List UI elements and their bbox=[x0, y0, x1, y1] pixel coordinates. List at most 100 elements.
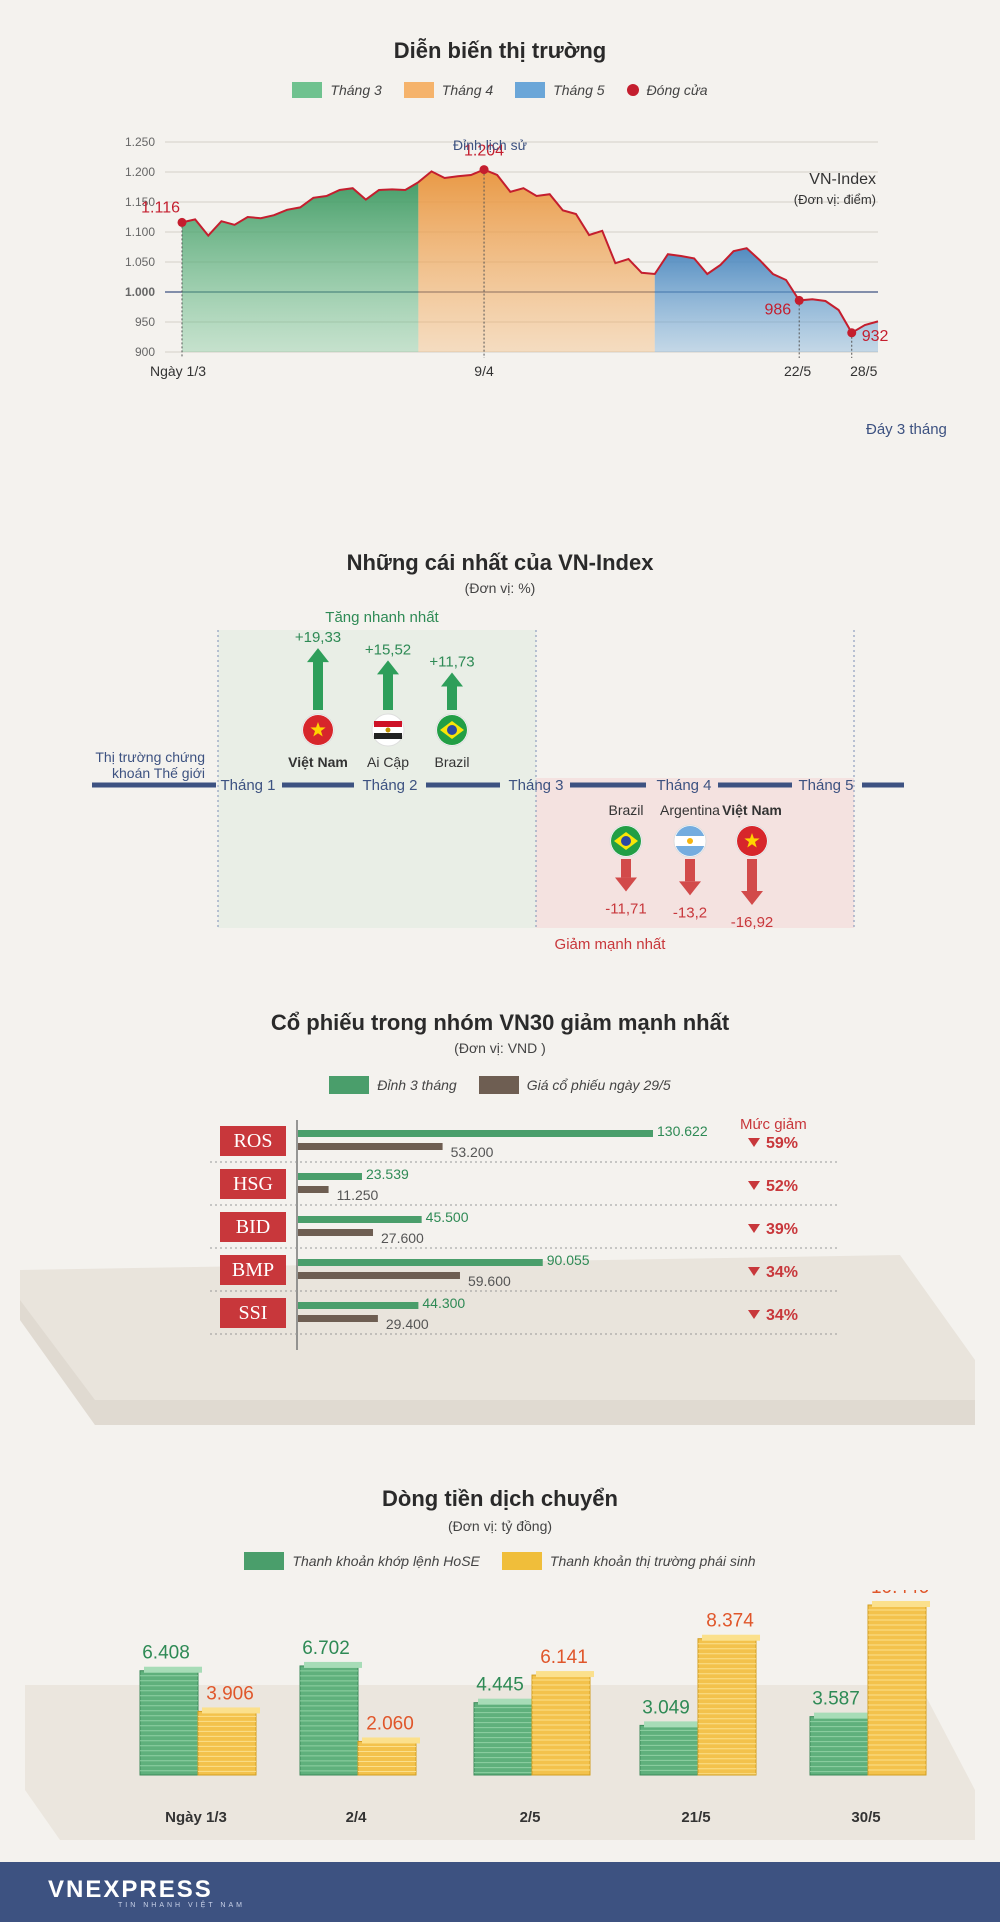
hose-bar-top bbox=[644, 1721, 702, 1728]
derivatives-bar bbox=[357, 1740, 417, 1776]
ticker-badge: HSG bbox=[220, 1169, 286, 1199]
ticker-badge: SSI bbox=[220, 1298, 286, 1328]
price-bar bbox=[298, 1229, 374, 1236]
y-tick-label: 1.250 bbox=[125, 135, 155, 149]
peak-bar bbox=[298, 1216, 422, 1223]
hose-bar-top bbox=[144, 1666, 202, 1673]
peak-value: 130.622 bbox=[657, 1123, 708, 1139]
down-country: Argentina bbox=[660, 802, 720, 818]
decline-value: 52% bbox=[766, 1178, 798, 1195]
derivatives-value: 10.446 bbox=[871, 1590, 929, 1598]
month-label: Tháng 1 bbox=[220, 777, 275, 794]
flag-stripe bbox=[374, 721, 402, 727]
decline-icon bbox=[748, 1181, 760, 1190]
decline-icon bbox=[748, 1224, 760, 1233]
derivatives-value: 3.906 bbox=[206, 1683, 254, 1704]
legend-item-march: Tháng 3 bbox=[292, 82, 382, 98]
flag-star bbox=[310, 722, 326, 737]
section2-title: Những cái nhất của VN-Index bbox=[346, 550, 654, 575]
decline-header: Mức giảm bbox=[740, 1116, 807, 1133]
hose-value: 3.587 bbox=[812, 1689, 860, 1710]
y-tick-label: 1.100 bbox=[125, 225, 155, 239]
timeline-label-line1: Thị trường chứng bbox=[95, 749, 205, 765]
up-value: +15,52 bbox=[365, 641, 411, 658]
hose-value: 6.702 bbox=[302, 1638, 350, 1659]
section2-unit: (Đơn vị: %) bbox=[464, 580, 536, 596]
date-label: 30/5 bbox=[851, 1809, 880, 1826]
vnexpress-logo[interactable]: VNEXPRESS bbox=[48, 1876, 213, 1903]
ticker-badge: BMP bbox=[220, 1255, 286, 1285]
down-title: Giảm mạnh nhất bbox=[555, 936, 667, 953]
area-tháng-4 bbox=[418, 169, 655, 352]
hose-bar-top bbox=[814, 1712, 872, 1719]
up-arrow-shaft bbox=[313, 660, 323, 710]
down-country: Brazil bbox=[608, 802, 643, 818]
down-country: Việt Nam bbox=[722, 802, 782, 818]
annotation-label: 932 bbox=[862, 328, 889, 345]
x-tick-label: Ngày 1/3 bbox=[150, 363, 206, 379]
area-tháng-5 bbox=[654, 248, 878, 352]
section1-title: Diễn biến thị trường bbox=[393, 38, 607, 63]
peak-bar bbox=[298, 1173, 362, 1180]
peak-value: 45.500 bbox=[426, 1209, 469, 1225]
down-arrow-shaft bbox=[685, 859, 695, 882]
cash-flow-chart: 6.408 3.906 Ngày 1/3 6.702 2.060 2/4 4.445 6.14… bbox=[25, 1590, 975, 1840]
section3-unit: (Đơn vị: VND ) bbox=[454, 1040, 546, 1056]
annotation-label: 1.116 bbox=[141, 199, 180, 216]
price-bar bbox=[298, 1143, 443, 1150]
x-tick-label: 22/5 bbox=[784, 363, 811, 379]
derivatives-value: 8.374 bbox=[706, 1611, 754, 1632]
section3-platform bbox=[20, 1255, 975, 1425]
series-label: VN-Index bbox=[809, 171, 876, 188]
close-point bbox=[794, 295, 804, 305]
date-label: 21/5 bbox=[681, 1809, 710, 1826]
up-arrow-shaft bbox=[383, 672, 393, 710]
up-country: Brazil bbox=[434, 754, 469, 770]
flag-emblem bbox=[385, 727, 391, 733]
bottom-label: Đáy 3 tháng bbox=[866, 421, 947, 438]
price-value: 11.250 bbox=[337, 1187, 379, 1203]
month-label: Tháng 4 bbox=[656, 777, 711, 794]
decline-icon bbox=[748, 1267, 760, 1276]
flag-stripe bbox=[374, 733, 402, 739]
derivatives-bar-top bbox=[536, 1671, 594, 1678]
section3-legend: Đỉnh 3 tháng Giá cổ phiếu ngày 29/5 bbox=[0, 1076, 1000, 1094]
hose-bar-top bbox=[304, 1661, 362, 1668]
hose-value: 6.408 bbox=[142, 1643, 190, 1664]
section3-title: Cổ phiếu trong nhóm VN30 giảm mạnh nhất bbox=[270, 1010, 730, 1035]
up-country: Ai Cập bbox=[367, 754, 409, 770]
derivatives-bar-top bbox=[362, 1737, 420, 1744]
peak-bar bbox=[298, 1259, 543, 1266]
section1-legend: Tháng 3 Tháng 4 Tháng 5 Đóng cửa bbox=[0, 82, 1000, 98]
derivatives-value: 2.060 bbox=[366, 1713, 414, 1734]
vn30-bar-chart: 130.622 53.200 59% 23.539 11.250 52% 45.50027.… bbox=[210, 1120, 840, 1350]
up-country: Việt Nam bbox=[288, 754, 348, 770]
y-tick-label: 950 bbox=[135, 315, 155, 329]
price-value: 53.200 bbox=[451, 1144, 494, 1160]
month-label: Tháng 3 bbox=[508, 777, 563, 794]
unit-label: (Đơn vị: điểm) bbox=[794, 192, 876, 207]
derivatives-bar-top bbox=[702, 1634, 760, 1641]
ticker-badge: BID bbox=[220, 1212, 286, 1242]
close-point bbox=[847, 328, 857, 338]
legend-item-peak: Đỉnh 3 tháng bbox=[329, 1076, 457, 1094]
price-bar bbox=[298, 1315, 378, 1322]
peak-value: 23.539 bbox=[366, 1166, 409, 1182]
flag-globe bbox=[621, 836, 631, 846]
section4-legend: Thanh khoản khớp lệnh HoSE Thanh khoản t… bbox=[0, 1552, 1000, 1570]
records-timeline: Tăng nhanh nhất Giảm mạnh nhất Thị trườn… bbox=[92, 609, 904, 953]
decline-value: 34% bbox=[766, 1264, 798, 1281]
section4-title: Dòng tiền dịch chuyển bbox=[382, 1486, 618, 1511]
up-title: Tăng nhanh nhất bbox=[325, 609, 439, 626]
legend-item-hose: Thanh khoản khớp lệnh HoSE bbox=[244, 1552, 480, 1570]
close-point bbox=[177, 217, 187, 227]
down-arrow-icon bbox=[741, 890, 763, 905]
price-value: 29.400 bbox=[386, 1316, 429, 1332]
up-arrow-icon bbox=[307, 648, 329, 663]
hose-value: 3.049 bbox=[642, 1697, 690, 1718]
decline-icon bbox=[748, 1310, 760, 1319]
down-value: -13,2 bbox=[673, 904, 707, 921]
y-tick-label: 900 bbox=[135, 345, 155, 359]
section4-unit: (Đơn vị: tỷ đồng) bbox=[447, 1518, 553, 1534]
x-tick-label: 28/5 bbox=[850, 363, 877, 379]
